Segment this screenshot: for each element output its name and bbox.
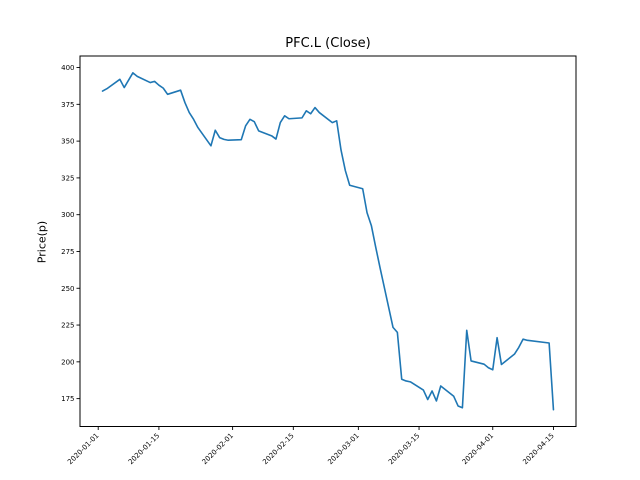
y-axis-tick-label: 200: [61, 358, 74, 366]
y-axis-tick-label: 325: [61, 174, 74, 182]
price-line: [101, 72, 555, 411]
y-axis-tick-label: 225: [61, 322, 74, 330]
x-axis-tick-label: 2020-01-15: [127, 432, 161, 466]
y-axis-tick-label: 400: [61, 64, 74, 72]
x-axis-tick-label: 2020-03-15: [387, 432, 421, 466]
x-axis-tick-label: 2020-02-01: [201, 432, 235, 466]
chart-title: PFC.L (Close): [285, 36, 371, 51]
y-axis-tick-label: 250: [61, 285, 74, 293]
y-axis-tick-label: 375: [61, 101, 74, 109]
y-axis-tick-label: 300: [61, 211, 74, 219]
x-axis-tick-label: 2020-04-01: [461, 432, 495, 466]
plot-border: [79, 55, 577, 427]
x-axis-tick-label: 2020-02-15: [261, 432, 295, 466]
x-axis-tick-label: 2020-03-01: [326, 432, 360, 466]
y-axis-tick-label: 350: [61, 138, 74, 146]
x-axis-tick-label: 2020-04-15: [521, 432, 555, 466]
y-axis-tick-label: 175: [61, 395, 74, 403]
x-axis-tick-label: 2020-01-01: [66, 432, 100, 466]
y-axis-tick-label: 275: [61, 248, 74, 256]
